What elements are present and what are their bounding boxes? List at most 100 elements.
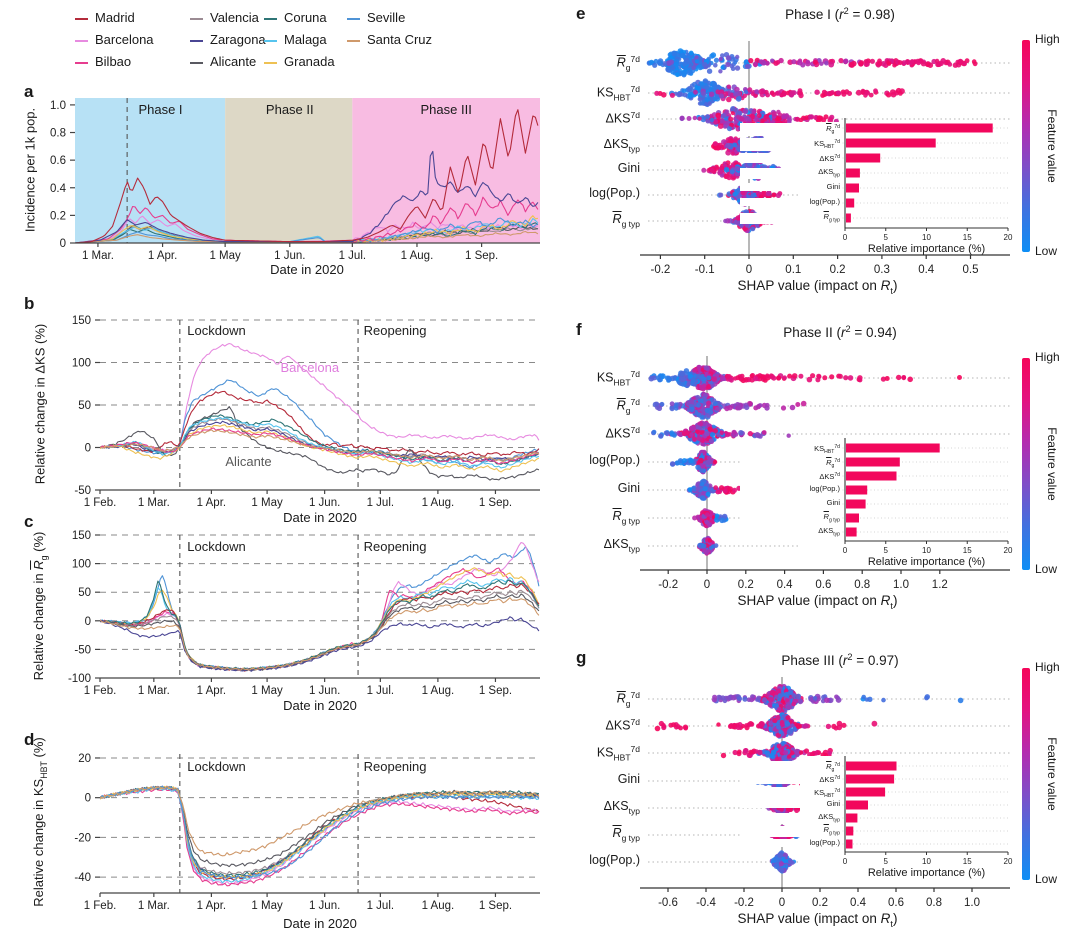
shap-tick-label: -0.1: [695, 264, 715, 276]
series-line-Madrid: [75, 109, 539, 243]
x-tick-label: 1 Aug.: [422, 497, 455, 509]
y-tick-label: 100: [72, 559, 91, 571]
shap-tick-label: -0.2: [734, 897, 754, 909]
inset-tick-label: 15: [963, 233, 972, 242]
x-tick-label: 1 May: [251, 685, 283, 697]
shap-tick-label: 0: [779, 897, 785, 909]
shap-tick-label: 1.0: [964, 897, 980, 909]
x-tick-label: 1 Apr.: [197, 685, 226, 697]
y-tick-label: 50: [78, 400, 91, 412]
series-group-b: [100, 342, 540, 481]
importance-bar-dkstyp: [846, 527, 857, 537]
importance-bar-dkstyp: [846, 813, 858, 823]
shap-tick-label: -0.4: [696, 897, 716, 909]
series-line-Madrid: [100, 390, 540, 457]
importance-bar-logpop: [846, 839, 853, 849]
inset-tick-label: 10: [922, 233, 931, 242]
importance-bar-rg7d: [846, 457, 900, 467]
y-tick-label: 1.0: [50, 100, 66, 112]
series-group-d: [100, 785, 540, 887]
importance-bar-gini: [846, 499, 866, 509]
x-tick-label: 1 Jul.: [367, 685, 395, 697]
series-line-Bilbao: [100, 787, 540, 887]
x-tick-label: 1 Sep.: [479, 497, 512, 509]
shap-tick-label: 0: [704, 579, 710, 591]
series-line-Seville: [100, 379, 540, 469]
y-tick-label: 0: [85, 616, 91, 628]
inset-tick-label: 5: [884, 233, 889, 242]
y-tick-label: 0: [85, 443, 91, 455]
inset-background: [800, 436, 1010, 568]
x-tick-label: 1 Mar.: [138, 685, 170, 697]
importance-bar-rgtyp: [846, 513, 859, 523]
phase-region: [225, 98, 353, 243]
y-tick-label: -20: [74, 832, 91, 844]
shap-tick-label: 0: [746, 264, 752, 276]
x-tick-label: 1 May: [251, 497, 283, 509]
y-tick-label: 0: [60, 238, 66, 250]
y-tick-label: 0.8: [50, 128, 66, 140]
inset-tick-label: 10: [922, 546, 931, 555]
inset-tick-label: 0: [843, 233, 848, 242]
shap-tick-label: 0.2: [812, 897, 828, 909]
importance-bar-dks7d: [846, 774, 895, 784]
y-tick-label: 100: [72, 358, 91, 370]
inset-tick-label: 0: [843, 546, 848, 555]
y-tick-label: 0.6: [50, 155, 66, 167]
importance-bar-dkstyp: [846, 168, 860, 178]
x-tick-label: 1 Jul.: [339, 250, 367, 262]
y-tick-label: 50: [78, 587, 91, 599]
shap-tick-label: 0.4: [777, 579, 794, 591]
series-line-Barcelona: [100, 342, 540, 453]
shap-tick-label: 0.4: [850, 897, 867, 909]
inset-tick-label: 20: [1004, 546, 1013, 555]
series-line-Seville: [75, 217, 539, 243]
shap-tick-label: -0.6: [658, 897, 678, 909]
y-tick-label: -50: [74, 485, 91, 497]
series-line-Barcelona: [100, 786, 540, 885]
x-tick-label: 1 Aug.: [401, 250, 434, 262]
importance-bar-rg7d: [846, 123, 993, 133]
series-line-Malaga: [100, 576, 540, 672]
shap-tick-label: -0.2: [650, 264, 670, 276]
y-tick-label: 0: [85, 793, 91, 805]
y-tick-label: 150: [72, 315, 91, 327]
x-tick-label: 1 Mar.: [138, 900, 170, 912]
series-line-Coruna: [100, 579, 540, 670]
series-line-Santa Cruz: [100, 429, 540, 463]
series-line-Seville: [100, 546, 540, 671]
y-tick-label: 0.4: [50, 183, 67, 195]
shap-tick-label: 0.8: [926, 897, 942, 909]
x-tick-label: 1 Sep.: [465, 250, 498, 262]
x-tick-label: 1 May: [251, 900, 283, 912]
x-tick-label: 1 Feb.: [84, 685, 117, 697]
shap-tick-label: 0.1: [785, 264, 801, 276]
y-tick-label: -100: [68, 673, 91, 685]
x-tick-label: 1 Jun.: [309, 900, 340, 912]
inset-tick-label: 5: [884, 857, 889, 866]
series-line-Granada: [100, 785, 539, 879]
x-tick-label: 1 Apr.: [197, 497, 226, 509]
y-tick-label: -40: [74, 872, 91, 884]
beeswarm-points-f: [648, 364, 962, 556]
importance-bar-rgtyp: [846, 826, 854, 836]
shap-tick-label: 0.8: [854, 579, 870, 591]
series-line-Santa Cruz: [100, 785, 539, 857]
x-tick-label: 1 Jun.: [309, 685, 340, 697]
importance-bar-logpop: [846, 485, 868, 495]
series-group-c: [100, 541, 540, 672]
x-tick-label: 1 Jun.: [309, 497, 340, 509]
shap-tick-label: 0.5: [963, 264, 979, 276]
inset-tick-label: 5: [884, 546, 889, 555]
x-tick-label: 1 Aug.: [422, 685, 455, 697]
shap-tick-label: 1.2: [932, 579, 948, 591]
inset-tick-label: 10: [922, 857, 931, 866]
importance-bar-dks7d: [846, 153, 881, 163]
importance-bar-logpop: [846, 198, 855, 208]
series-line-Santa Cruz: [100, 597, 540, 671]
series-line-Alicante: [100, 406, 540, 481]
shap-tick-label: 0.3: [874, 264, 890, 276]
x-tick-label: 1 Jul.: [367, 497, 395, 509]
